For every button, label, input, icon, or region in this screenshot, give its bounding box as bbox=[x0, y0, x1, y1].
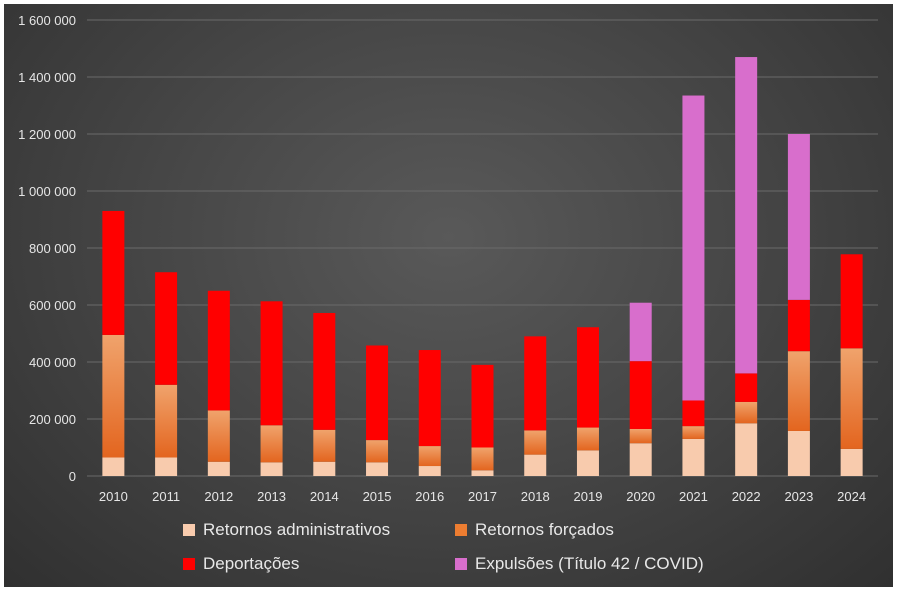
bar-segment bbox=[471, 470, 494, 476]
bar-segment bbox=[366, 440, 389, 463]
x-tick-label: 2023 bbox=[784, 489, 813, 504]
y-tick-label: 1 200 000 bbox=[18, 127, 76, 142]
y-tick-label: 1 000 000 bbox=[18, 184, 76, 199]
bar-segment bbox=[260, 301, 283, 426]
bars bbox=[102, 57, 863, 476]
x-tick-label: 2022 bbox=[732, 489, 761, 504]
bar-segment bbox=[524, 430, 547, 455]
bar-segment bbox=[366, 462, 389, 476]
bar-segment bbox=[260, 425, 283, 463]
y-tick-label: 200 000 bbox=[29, 412, 76, 427]
bar-segment bbox=[840, 254, 863, 349]
bar-segment bbox=[207, 290, 230, 411]
x-tick-label: 2015 bbox=[363, 489, 392, 504]
bar-segment bbox=[524, 336, 547, 431]
bar-segment bbox=[735, 373, 758, 402]
bar-segment bbox=[682, 95, 705, 401]
bar-segment bbox=[207, 461, 230, 476]
bar-segment bbox=[418, 350, 441, 447]
bar-segment bbox=[735, 57, 758, 374]
y-tick-label: 400 000 bbox=[29, 355, 76, 370]
bar-segment bbox=[682, 426, 705, 439]
bar-segment bbox=[787, 134, 810, 300]
bar-segment bbox=[787, 299, 810, 352]
bar-segment bbox=[576, 427, 599, 451]
bar-segment bbox=[155, 272, 178, 385]
x-tick-label: 2024 bbox=[837, 489, 866, 504]
bar-segment bbox=[418, 446, 441, 467]
x-tick-label: 2021 bbox=[679, 489, 708, 504]
x-tick-label: 2013 bbox=[257, 489, 286, 504]
bar-segment bbox=[576, 327, 599, 428]
y-tick-label: 600 000 bbox=[29, 298, 76, 313]
y-tick-label: 1 400 000 bbox=[18, 70, 76, 85]
bar-segment bbox=[735, 423, 758, 476]
bar-segment bbox=[313, 461, 336, 476]
bar-segment bbox=[418, 466, 441, 476]
bar-segment bbox=[629, 361, 652, 429]
bar-segment bbox=[524, 454, 547, 476]
x-tick-label: 2017 bbox=[468, 489, 497, 504]
bar-segment bbox=[102, 210, 125, 335]
bar-segment bbox=[629, 443, 652, 476]
bar-segment bbox=[102, 457, 125, 476]
bar-segment bbox=[366, 345, 389, 441]
bar-segment bbox=[787, 430, 810, 476]
y-tick-label: 800 000 bbox=[29, 241, 76, 256]
bar-segment bbox=[260, 462, 283, 476]
x-tick-label: 2012 bbox=[204, 489, 233, 504]
bar-segment bbox=[313, 312, 336, 430]
y-tick-label: 0 bbox=[69, 469, 76, 484]
x-tick-label: 2020 bbox=[626, 489, 655, 504]
bar-segment bbox=[207, 410, 230, 462]
bar-segment bbox=[471, 364, 494, 448]
bar-segment bbox=[682, 400, 705, 427]
bar-segment bbox=[735, 401, 758, 424]
x-tick-label: 2010 bbox=[99, 489, 128, 504]
x-axis-ticks: 2010 2011 2012 2013 2014 2015 2016 2017 2018 2019… bbox=[99, 489, 866, 504]
y-tick-label: 1 600 000 bbox=[18, 13, 76, 28]
bar-segment bbox=[682, 438, 705, 476]
bar-segment bbox=[313, 429, 336, 462]
bar-segment bbox=[787, 351, 810, 431]
x-tick-label: 2014 bbox=[310, 489, 339, 504]
y-axis-ticks: 0 200 000 400 000 600 000 800 000 1 000 000 1 … bbox=[18, 13, 76, 484]
bar-segment bbox=[629, 302, 652, 362]
bar-segment bbox=[840, 348, 863, 449]
bar-segment bbox=[471, 447, 494, 471]
x-tick-label: 2018 bbox=[521, 489, 550, 504]
bar-segment bbox=[155, 384, 178, 458]
bar-segment bbox=[576, 450, 599, 476]
x-tick-label: 2019 bbox=[574, 489, 603, 504]
bar-segment bbox=[102, 334, 125, 458]
x-tick-label: 2016 bbox=[415, 489, 444, 504]
bar-segment bbox=[840, 448, 863, 476]
x-tick-label: 2011 bbox=[152, 489, 180, 504]
bar-segment bbox=[629, 428, 652, 444]
bar-segment bbox=[155, 457, 178, 476]
